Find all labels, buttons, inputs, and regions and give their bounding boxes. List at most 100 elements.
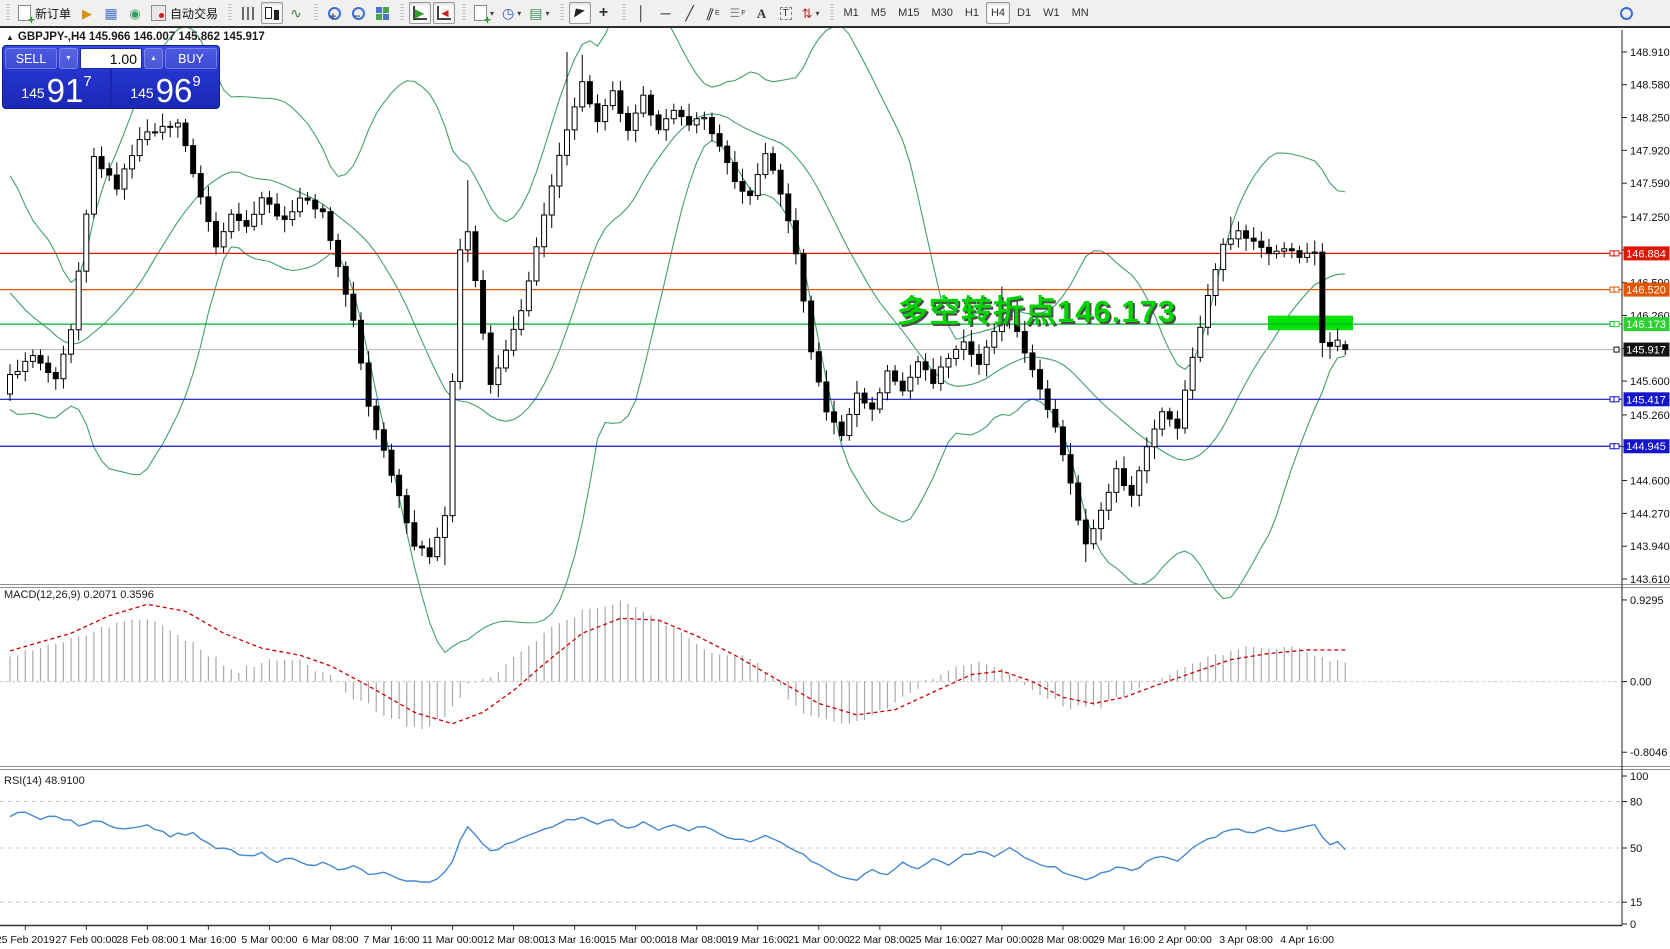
candle [1113, 468, 1120, 493]
candle [731, 161, 738, 183]
timeframe-d1-button[interactable]: D1 [1017, 7, 1032, 19]
candle [1235, 230, 1242, 240]
candle [739, 181, 746, 192]
candle [1166, 411, 1173, 420]
candle [144, 131, 151, 141]
periods-icon: ◷ [502, 5, 515, 21]
signals-button[interactable]: ◉ [124, 2, 146, 24]
crosshair-button[interactable]: + [593, 2, 615, 24]
templates-button[interactable]: ▤ ▾ [526, 2, 552, 24]
sell-price[interactable]: 145 91 7 [3, 69, 112, 108]
zoom-out-button[interactable]: − [347, 2, 369, 24]
sell-price-sup: 7 [83, 73, 92, 90]
candle [1052, 408, 1059, 428]
timeframe-m1-button[interactable]: M1 [843, 7, 859, 19]
macd-indicator-label: MACD(12,26,9) 0.2071 0.3596 [4, 589, 154, 601]
terminal-button[interactable]: ▦ [100, 2, 122, 24]
timeframe-m5-button[interactable]: M5 [870, 7, 887, 19]
timeframe-m30-button[interactable]: M30 [931, 7, 953, 19]
chart-annotation-text[interactable]: 多空转折点146.173 [897, 294, 1177, 329]
timeframe-h4-button[interactable]: H4 [985, 2, 1010, 24]
bar-chart-button[interactable] [237, 2, 259, 24]
auto-scroll-button[interactable]: ▶ [409, 2, 432, 24]
candle [1258, 240, 1265, 248]
toolbar-grip [621, 4, 626, 22]
candle [1105, 491, 1112, 511]
candlesticks [7, 51, 1349, 566]
candle [464, 231, 471, 251]
candle [266, 197, 273, 205]
candle [1204, 294, 1211, 328]
time-axis-label: 15 Mar 00:00 [605, 934, 667, 946]
tile-windows-button[interactable] [371, 2, 393, 24]
megaphone-button[interactable]: ▶ [76, 2, 98, 24]
periods-button[interactable]: ◷ ▾ [499, 2, 524, 24]
buy-price-sup: 9 [192, 73, 201, 90]
equidistant-channel-button[interactable]: ∥ E [703, 2, 725, 24]
timeframe-w1-button[interactable]: W1 [1043, 7, 1060, 19]
panel-collapse-icon[interactable]: ▲ [6, 33, 14, 42]
candle [869, 402, 876, 410]
candle [1182, 389, 1189, 429]
line-chart-button[interactable]: ∿ [285, 2, 307, 24]
text-label-button[interactable]: T [775, 2, 797, 24]
buy-price[interactable]: 145 96 9 [112, 69, 219, 108]
time-axis-label: 11 Mar 00:00 [422, 934, 483, 946]
zoom-in-button[interactable]: + [323, 2, 345, 24]
megaphone-icon: ▶ [82, 5, 93, 21]
candle [808, 300, 815, 353]
candle [251, 213, 258, 227]
timeframe-mn-button[interactable]: MN [1071, 7, 1089, 19]
horizontal-line-button[interactable]: ─ [655, 2, 677, 24]
candle [411, 522, 418, 547]
arrows-button[interactable]: ⇅ ▾ [799, 2, 823, 24]
volume-input[interactable] [80, 48, 142, 69]
horizontal-line-icon: ─ [660, 5, 671, 21]
new-order-button[interactable]: + 新订单 [15, 2, 74, 26]
volume-decrease-button[interactable]: ▼ [59, 48, 78, 69]
timeframe-h1-button[interactable]: H1 [964, 7, 979, 19]
candle [98, 156, 105, 170]
highlight-rectangle[interactable] [1268, 315, 1353, 331]
chart-area[interactable]: 148.910 148.580 148.250 147.920 147.590 147.2… [0, 28, 1670, 949]
time-axis-label: 13 Mar 16:00 [544, 934, 606, 946]
candle [617, 90, 624, 114]
candle [136, 139, 143, 157]
search-button[interactable] [1615, 2, 1637, 24]
time-axis-label: 5 Mar 00:00 [241, 934, 297, 946]
candle [579, 81, 586, 108]
autotrading-button[interactable]: 自动交易 [148, 2, 221, 24]
candlestick-button[interactable] [261, 2, 284, 24]
candle [441, 515, 448, 538]
candle [838, 421, 845, 437]
candle [350, 293, 357, 321]
vertical-line-button[interactable]: │ [631, 2, 653, 24]
rsi-line [9, 811, 1346, 883]
candle [335, 239, 342, 267]
candle [426, 547, 433, 558]
trendline-button[interactable]: ╱ [679, 2, 701, 24]
candle [625, 112, 632, 131]
price-chart-canvas[interactable]: 148.910 148.580 148.250 147.920 147.590 147.2… [0, 28, 1670, 949]
highlight-rect-group[interactable] [1268, 315, 1353, 331]
pane-separators[interactable] [0, 584, 1670, 770]
candle [892, 370, 899, 382]
timeframe-m15-button[interactable]: M15 [898, 7, 920, 19]
chart-shift-icon: ◄ [437, 6, 452, 20]
chat-button[interactable] [1639, 2, 1661, 24]
new-chart-button[interactable]: + ▾ [471, 2, 497, 26]
tile-windows-icon [375, 6, 389, 20]
volume-increase-button[interactable]: ▲ [144, 48, 163, 69]
text-button[interactable]: A [751, 2, 773, 24]
macd-value-main: 0.2071 [83, 589, 118, 601]
macd-name: MACD(12,26,9) [4, 589, 81, 601]
candle [296, 197, 303, 213]
buy-button[interactable]: BUY [165, 48, 217, 69]
fibonacci-button[interactable]: ☰ F [727, 2, 749, 24]
chart-shift-button[interactable]: ◄ [433, 2, 456, 24]
toolbar-grip [228, 4, 233, 22]
time-axis[interactable]: 25 Feb 2019 27 Feb 00:00 28 Feb 08:00 1 Mar… [0, 30, 1623, 946]
cursor-button[interactable]: ◤ [568, 2, 591, 24]
candle [678, 109, 685, 118]
sell-button[interactable]: SELL [5, 48, 57, 69]
